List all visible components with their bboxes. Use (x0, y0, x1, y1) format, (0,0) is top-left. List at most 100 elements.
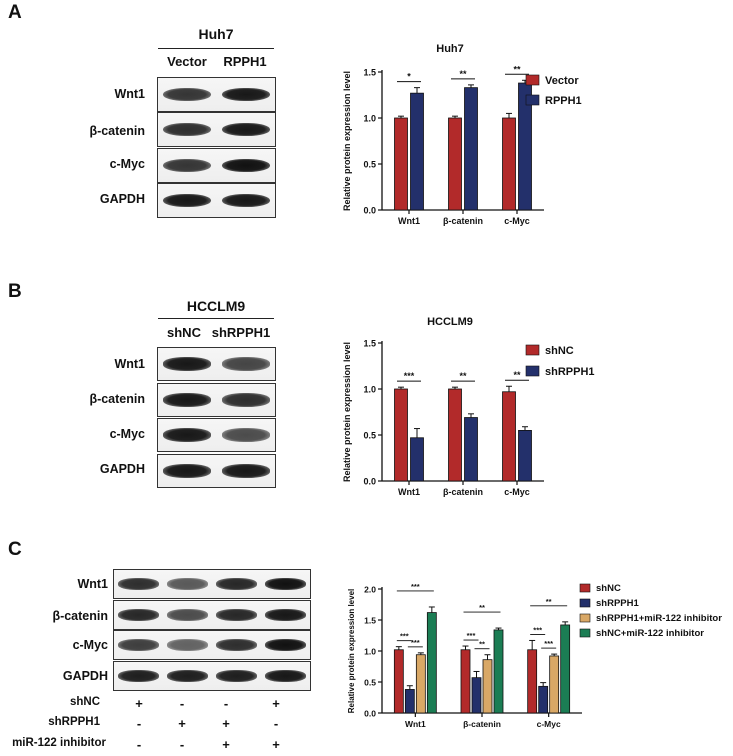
y-tick-label: 0.5 (363, 431, 376, 441)
legend-swatch (579, 583, 591, 593)
legend-swatch (525, 344, 540, 356)
bar (560, 624, 571, 714)
significance-label: ** (513, 64, 521, 74)
blot-band (265, 670, 306, 682)
y-tick-label: 0.5 (364, 678, 376, 688)
cell-line-label-a: Huh7 (198, 26, 234, 42)
legend-label: shRPPH1+miR-122 inhibitor (596, 613, 722, 624)
treatment-label: miR-122 inhibitor (12, 737, 106, 749)
x-tick-label: β-catenin (463, 719, 501, 729)
bar (394, 117, 408, 211)
x-tick-label: c-Myc (504, 216, 530, 226)
cell-line-label-b: HCCLM9 (186, 298, 246, 314)
protein-label: Wnt1 (114, 87, 145, 101)
treatment-sign: - (273, 716, 279, 731)
blot-band (118, 609, 159, 621)
panel-letter-c: C (8, 539, 22, 560)
blot-strip (157, 148, 276, 183)
protein-label: β-catenin (52, 609, 108, 623)
cell-line-underline-a (158, 48, 274, 49)
bar (393, 649, 404, 714)
legend-label: shNC (545, 345, 574, 357)
blot-band (118, 578, 159, 590)
blot-band (118, 639, 159, 651)
blot-band (221, 193, 270, 208)
protein-label: GAPDH (62, 669, 108, 683)
treatment-label: shNC (69, 696, 100, 708)
y-axis-label: Relative protein expression level (342, 71, 352, 211)
blot-band (265, 578, 306, 590)
bar (549, 655, 560, 714)
y-axis-label: Relative protein expression level (347, 589, 356, 714)
bar (460, 649, 471, 714)
x-tick-label: Wnt1 (405, 719, 426, 729)
blot-band (163, 464, 212, 478)
treatment-sign: + (222, 716, 230, 731)
treatment-sign: + (178, 716, 186, 731)
blot-strip (113, 661, 311, 691)
lane-label-vector: Vector (167, 54, 207, 69)
significance-label: ** (459, 371, 467, 381)
blot-strip (157, 454, 276, 488)
x-tick-label: c-Myc (537, 719, 561, 729)
bar (448, 117, 462, 211)
blot-band (265, 639, 306, 651)
treatment-sign: - (179, 737, 185, 752)
blot-band (163, 393, 212, 407)
blot-band (167, 639, 208, 651)
bar-chart-mir122: Relative protein expression level 0.0 0.5 1… (347, 582, 722, 729)
blot-band (118, 670, 159, 682)
protein-label: c-Myc (109, 157, 145, 171)
bar-chart-huh7: Huh7 Relative protein expression level 0.0… (342, 43, 582, 226)
y-axis-label: Relative protein expression level (342, 342, 352, 482)
blot-band (163, 428, 212, 442)
blot-band (167, 578, 208, 590)
blot-band (221, 158, 270, 173)
blot-strip (157, 383, 276, 417)
significance-label: *** (544, 639, 553, 648)
bar (394, 388, 408, 482)
blot-band (163, 87, 212, 102)
blot-band (163, 193, 212, 208)
protein-label: β-catenin (89, 124, 145, 138)
significance-label: ** (479, 640, 485, 649)
bar (415, 654, 426, 714)
y-tick-label: 1.0 (364, 647, 376, 657)
blot-band (221, 87, 270, 102)
panel-letter-b: B (8, 281, 22, 302)
bar (410, 437, 424, 482)
bar (410, 92, 424, 211)
protein-label: c-Myc (72, 638, 108, 652)
cell-line-underline-b (158, 318, 274, 319)
significance-label: *** (404, 371, 415, 381)
blot-strip (157, 183, 276, 218)
treatment-sign: - (179, 696, 185, 711)
significance-label: * (407, 72, 411, 82)
legend-label: shNC+miR-122 inhibitor (596, 628, 704, 639)
chart-title: Huh7 (436, 43, 464, 55)
blot-strip (157, 418, 276, 452)
x-tick-label: β-catenin (443, 216, 483, 226)
legend-swatch (579, 613, 591, 623)
bar (426, 612, 437, 714)
treatment-sign: - (136, 737, 142, 752)
treatment-sign: + (135, 696, 143, 711)
blot-band (163, 357, 212, 371)
y-tick-label: 0.5 (363, 160, 376, 170)
legend-swatch (525, 94, 540, 106)
significance-label: ** (546, 597, 552, 606)
significance-label: *** (467, 631, 476, 640)
x-tick-label: c-Myc (504, 487, 530, 497)
blot-band (221, 122, 270, 137)
y-tick-label: 0.0 (364, 709, 376, 719)
y-tick-label: 0.0 (363, 477, 376, 487)
bar (448, 388, 462, 482)
legend-label: Vector (545, 75, 579, 87)
blot-strip (157, 347, 276, 381)
bar (538, 685, 549, 714)
blot-band (221, 393, 270, 407)
protein-label: GAPDH (99, 192, 145, 206)
bar-chart-hcclm9: HCCLM9 Relative protein expression level 0… (342, 316, 595, 497)
bar (404, 689, 415, 714)
significance-label: *** (400, 632, 409, 641)
